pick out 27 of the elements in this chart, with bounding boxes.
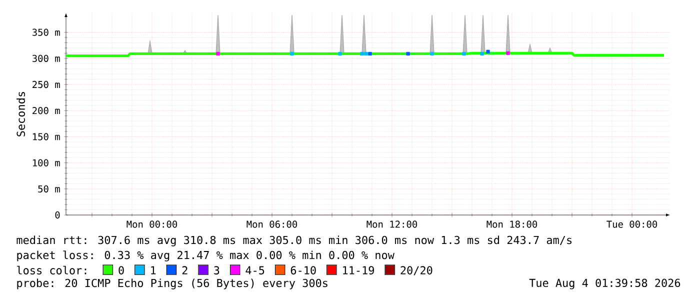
x-tick-label: Mon 00:00: [126, 220, 178, 228]
legend-label: 3: [214, 266, 220, 274]
y-tick-label: 200 m: [32, 107, 60, 114]
y-tick-label: 50 m: [38, 185, 60, 192]
y-tick-label: 250 m: [32, 80, 60, 88]
legend-label: 2: [182, 266, 188, 274]
legend-label: 4-5: [246, 266, 264, 274]
legend-title: loss color:: [17, 266, 86, 274]
legend-label: 11-19: [343, 266, 374, 274]
y-tick-label: 150 m: [33, 133, 60, 140]
text: median rtt: 307.6 ms avg 310.8 ms max 305.0 ms min 306.0 ms now 1.3 ms sd 243.7 am/s: [16, 236, 572, 246]
text: probe: 20 ICMP Echo Pings (56 Bytes) every 300s: [17, 278, 328, 290]
y-tick-label: 100 m: [33, 159, 60, 166]
y-axis-title: Seconds: [16, 92, 26, 136]
legend-label: 20/20: [400, 266, 432, 276]
legend-label: 1: [151, 266, 156, 274]
x-tick-label: Tue 00:00: [606, 220, 658, 228]
text: Tue Aug 4 01:39:58 2026: [529, 278, 680, 290]
y-tick-label: 300 m: [32, 54, 60, 62]
text: packet loss: 0.33 % avg 21.47 % max 0.00 % min 0.00 % now: [17, 250, 394, 262]
legend-label: 0: [118, 266, 124, 274]
y-tick-label: 350 m: [32, 28, 60, 36]
x-tick-label: Mon 12:00: [366, 220, 418, 228]
x-tick-label: Mon 18:00: [486, 220, 538, 228]
y-tick-label: 0: [55, 211, 60, 219]
legend-label: 6-10: [290, 266, 316, 274]
x-tick-label: Mon 06:00: [246, 220, 298, 228]
